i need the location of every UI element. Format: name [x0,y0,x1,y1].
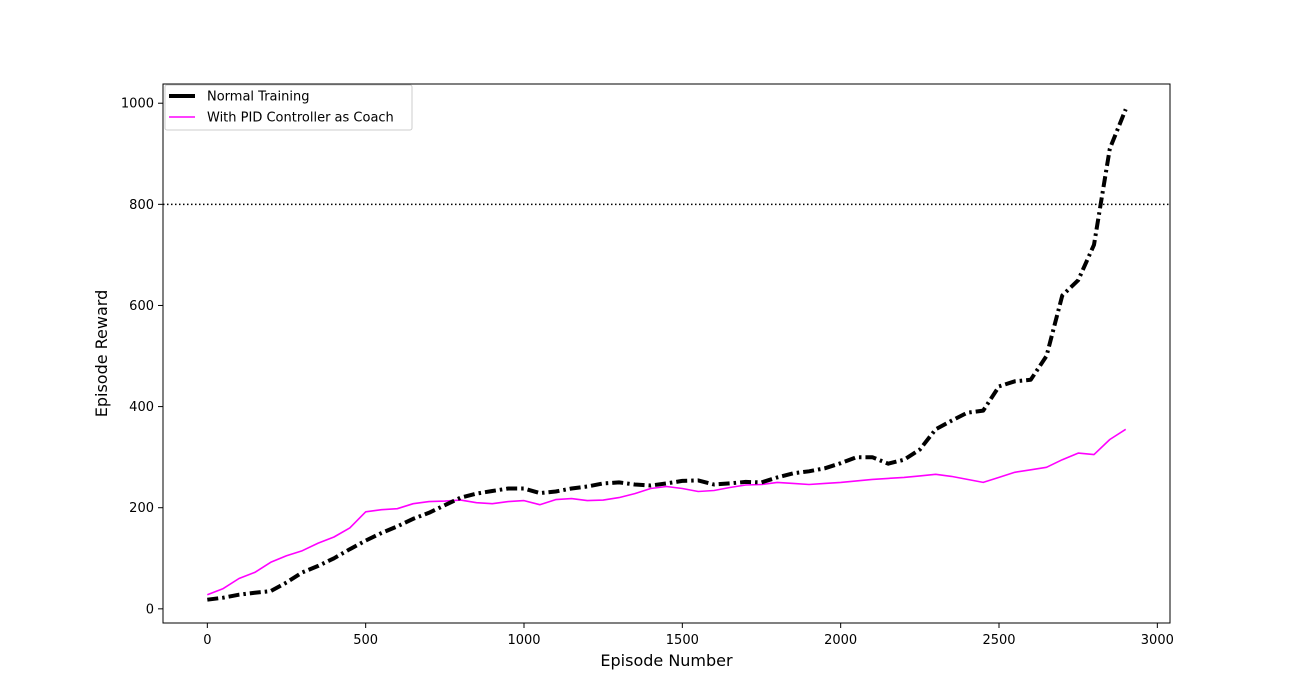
legend: Normal Training With PID Controller as C… [164,84,413,131]
y-axis-label: Episode Reward [92,290,111,418]
x-tick-label: 500 [353,633,378,648]
y-tick-label: 200 [129,501,154,516]
legend-label-pid-coach: With PID Controller as Coach [207,111,394,126]
series-line-normal-training [207,108,1128,602]
y-tick-label: 1000 [121,97,154,112]
y-tick-label: 400 [129,400,154,415]
legend-box [164,84,413,131]
x-tick-label: 2500 [982,633,1015,648]
x-tick-label: 0 [203,633,211,648]
x-tick-label: 2000 [824,633,857,648]
x-tick-label: 1000 [507,633,540,648]
legend-label-normal-training: Normal Training [207,90,309,105]
axes: 0 500 1000 1500 2000 2500 3000 0 200 400 600 800 100… [121,83,1174,648]
series-line-pid-coach [207,428,1127,596]
y-tick-label: 600 [129,299,154,314]
x-axis-label: Episode Number [600,651,733,670]
x-tick-label: 3000 [1141,633,1174,648]
y-tick-label: 800 [129,198,154,213]
plot-area [163,108,1170,602]
y-tick-label: 0 [146,602,154,617]
plot-frame [162,83,1171,624]
x-tick-label: 1500 [666,633,699,648]
